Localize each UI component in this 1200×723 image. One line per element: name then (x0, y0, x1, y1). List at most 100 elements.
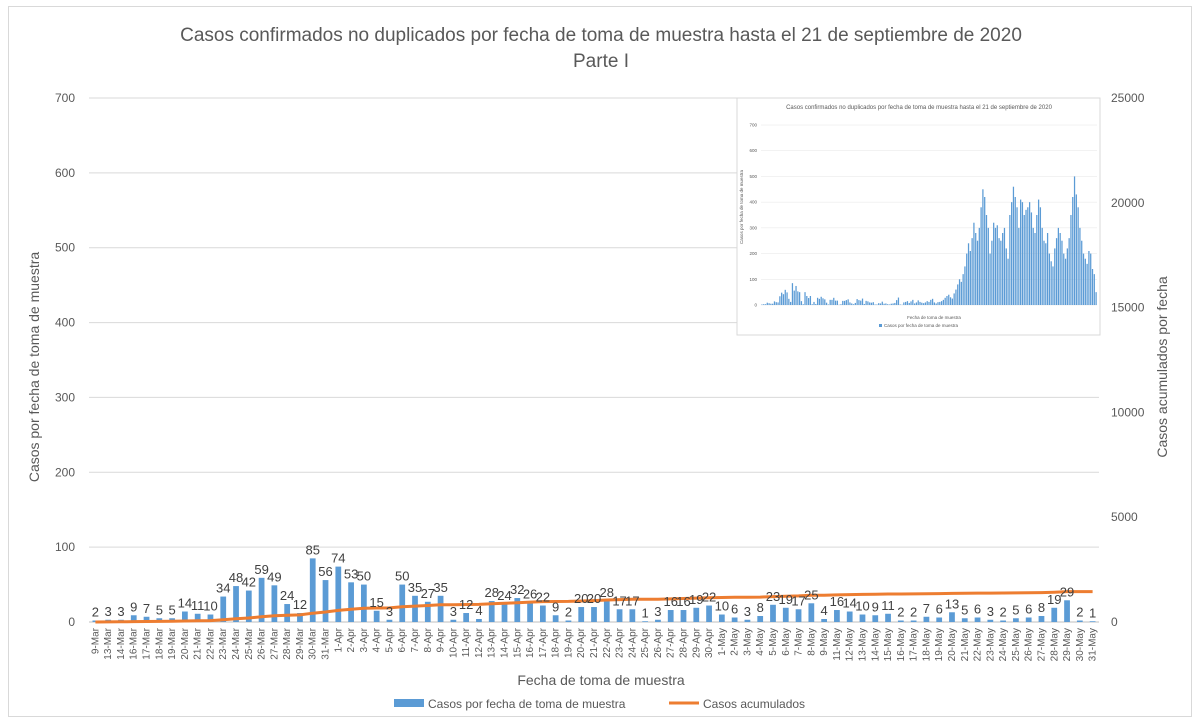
chart-frame: Casos confirmados no duplicados por fech… (8, 6, 1192, 717)
inset-legend-label: Casos por fecha de toma de muestra (884, 323, 959, 328)
bar (258, 577, 265, 622)
data-label: 2 (897, 605, 904, 620)
x-tick-label: 30-May (1075, 628, 1086, 661)
inset-bar (1034, 233, 1036, 305)
bar (655, 619, 661, 622)
inset-bar (894, 302, 896, 305)
inset-bar (845, 300, 847, 305)
inset-bar (1095, 292, 1097, 305)
data-label: 6 (936, 602, 943, 617)
data-label: 12 (459, 597, 473, 612)
x-tick-label: 6-Apr (397, 627, 408, 652)
x-tick-label: 23-May (985, 628, 996, 661)
x-tick-label: 18-Mar (154, 627, 165, 659)
y2-axis-title: Casos acumulados por fecha (1154, 276, 1170, 458)
inset-bar (989, 253, 991, 305)
inset-bar (957, 284, 959, 305)
inset-bar (867, 301, 869, 305)
bar (130, 615, 137, 622)
x-tick-label: 11-Apr (461, 627, 472, 657)
inset-bar (874, 304, 876, 305)
bar (373, 610, 380, 622)
inset-bar (899, 304, 901, 305)
bar (297, 613, 303, 622)
inset-bar (994, 227, 997, 305)
inset-bar (892, 303, 894, 305)
inset-bar (779, 296, 781, 305)
bar (910, 620, 917, 622)
data-label: 32 (510, 582, 524, 597)
inset-bar (1091, 269, 1094, 305)
y2-tick-label: 15000 (1111, 301, 1145, 315)
inset-bar (1052, 266, 1054, 305)
inset-bar (822, 298, 824, 305)
inset-bar (872, 302, 874, 305)
inset-bar (818, 298, 821, 305)
x-tick-label: 8-Apr (423, 627, 434, 652)
inset-bar (761, 304, 763, 305)
inset-bar (987, 227, 989, 305)
inset-bar (883, 303, 885, 305)
inset-bar (1036, 215, 1038, 305)
data-label: 35 (433, 580, 447, 595)
inset-bar (1000, 240, 1002, 305)
data-label: 3 (105, 604, 112, 619)
inset-bar (1068, 238, 1070, 305)
data-label: 14 (178, 596, 192, 611)
inset-bar (807, 298, 810, 305)
inset-y-tick-label: 600 (749, 148, 757, 153)
x-axis-ticks: 9-Mar 13-Mar 14-Mar 16-Mar 17-Mar 18-Mar 19-Ma… (90, 627, 1098, 661)
inset-bar (861, 298, 864, 305)
x-tick-label: 26-Apr (653, 627, 664, 658)
inset-bar (993, 222, 995, 305)
inset-y-axis-title: Casos por fecha de toma de muestra (739, 169, 744, 244)
data-label: 3 (386, 604, 393, 619)
data-label: 34 (216, 581, 230, 596)
data-label: 10 (855, 599, 869, 614)
bar (1076, 620, 1083, 622)
inset-bar (816, 297, 819, 305)
bar (450, 619, 457, 622)
inset-y-tick-label: 700 (749, 123, 757, 128)
data-label: 2 (565, 605, 572, 620)
data-label: 28 (484, 585, 498, 600)
x-tick-label: 27-Mar (269, 627, 280, 659)
inset-bar (772, 303, 774, 305)
inset-bar (788, 298, 790, 305)
data-labels: 2 3 3 9 7 5 5 141110344842594924128556745350153… (92, 542, 1096, 620)
inset-bar (1020, 199, 1022, 305)
x-tick-label: 22-Apr (602, 627, 613, 658)
inset-bar (928, 301, 930, 305)
inset-bar (802, 304, 804, 305)
data-label: 2 (999, 605, 1006, 620)
x-tick-label: 25-Mar (244, 627, 255, 659)
x-tick-label: 5-Apr (384, 627, 395, 652)
x-tick-label: 19-May (934, 628, 945, 661)
inset-bar (790, 301, 792, 305)
x-tick-label: 9-Apr (436, 627, 447, 652)
bar (322, 580, 329, 622)
inset-bar (773, 301, 776, 305)
data-label: 8 (1038, 600, 1045, 615)
inset-bar (976, 240, 979, 305)
inset-bar (903, 302, 905, 305)
data-label: 11 (191, 598, 205, 613)
x-tick-label: 9-Mar (90, 627, 101, 654)
x-tick-label: 3-Apr (359, 627, 370, 652)
data-label: 17 (625, 593, 639, 608)
inset-bar (1002, 233, 1004, 305)
inset-bar (926, 301, 928, 305)
inset-bar (969, 251, 971, 305)
inset-bar (1046, 233, 1049, 305)
bar (591, 607, 597, 622)
inset-bar (951, 298, 953, 305)
inset-bar (1014, 197, 1016, 305)
bar (335, 566, 342, 622)
data-label: 2 (1076, 605, 1083, 620)
inset-bar (1081, 240, 1083, 305)
y2-tick-label: 0 (1111, 615, 1118, 629)
bar (488, 601, 495, 622)
inset-bar (1064, 258, 1067, 305)
bar (744, 619, 751, 622)
data-label: 28 (600, 585, 614, 600)
